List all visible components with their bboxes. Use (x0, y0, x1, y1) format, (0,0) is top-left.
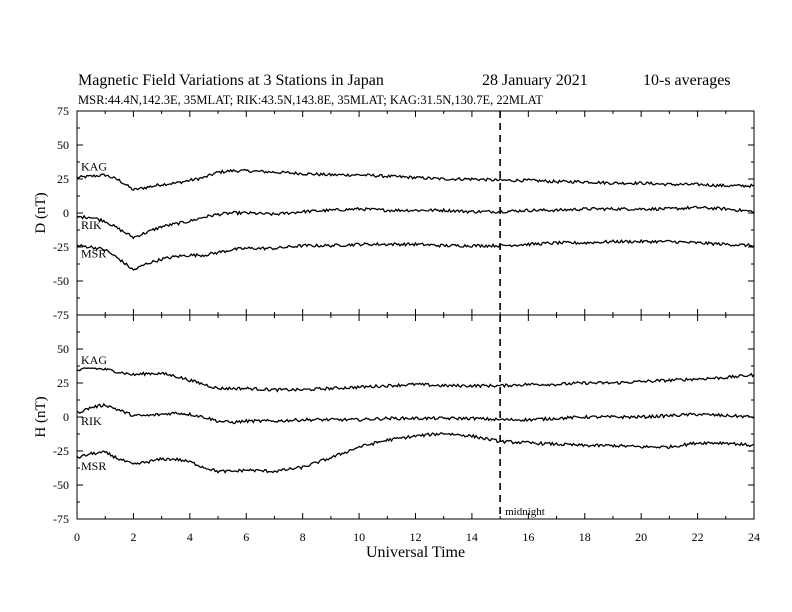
x-tick-label: 2 (130, 530, 136, 544)
series-line-H-MSR (76, 432, 755, 474)
x-tick-label: 14 (466, 530, 478, 544)
y-tick-label: 50 (57, 138, 69, 152)
series-line-D-MSR (76, 238, 755, 271)
series-line-H-KAG (76, 367, 755, 393)
series-label-KAG: KAG (81, 353, 107, 367)
series-line-H-RIK (76, 402, 754, 425)
x-tick-label: 12 (410, 530, 422, 544)
x-tick-label: 4 (187, 530, 193, 544)
x-tick-label: 6 (243, 530, 249, 544)
x-tick-label: 24 (748, 530, 760, 544)
series-label-RIK: RIK (81, 414, 102, 428)
series-label-MSR: MSR (81, 247, 106, 261)
x-tick-label: 22 (692, 530, 704, 544)
y-tick-label: 0 (63, 410, 69, 424)
x-tick-label: 20 (635, 530, 647, 544)
x-tick-label: 16 (522, 530, 534, 544)
panel-frame-D (76, 110, 755, 316)
x-tick-label: 18 (579, 530, 591, 544)
series-label-MSR: MSR (81, 459, 106, 473)
x-axis-label: Universal Time (366, 544, 465, 561)
y-tick-label: -25 (53, 240, 69, 254)
station-coordinates: MSR:44.4N,142.3E, 35MLAT; RIK:43.5N,143.… (78, 93, 543, 107)
chart-title: Magnetic Field Variations at 3 Stations … (78, 72, 384, 89)
x-tick-label: 8 (300, 530, 306, 544)
y-tick-label: 0 (63, 206, 69, 220)
y-axis-label-H: H (nT) (33, 396, 49, 437)
series-label-RIK: RIK (81, 218, 102, 232)
y-tick-label: -75 (53, 512, 69, 526)
y-tick-label: 25 (57, 172, 69, 186)
y-tick-label: 50 (57, 342, 69, 356)
series-line-D-RIK (76, 205, 755, 240)
x-tick-label: 10 (353, 530, 365, 544)
chart-date: 28 January 2021 (482, 72, 588, 89)
x-tick-label: 0 (74, 530, 80, 544)
y-tick-label: -50 (53, 478, 69, 492)
series-label-KAG: KAG (81, 160, 107, 174)
y-tick-label: 25 (57, 376, 69, 390)
y-tick-label: -50 (53, 274, 69, 288)
midnight-label: midnight (505, 506, 545, 518)
y-axis-label-D: D (nT) (33, 192, 49, 233)
series-line-D-KAG (76, 168, 755, 191)
y-tick-label: -75 (53, 308, 69, 322)
chart-averaging: 10-s averages (643, 72, 731, 89)
y-tick-label: 75 (57, 104, 69, 118)
y-tick-label: -25 (53, 444, 69, 458)
